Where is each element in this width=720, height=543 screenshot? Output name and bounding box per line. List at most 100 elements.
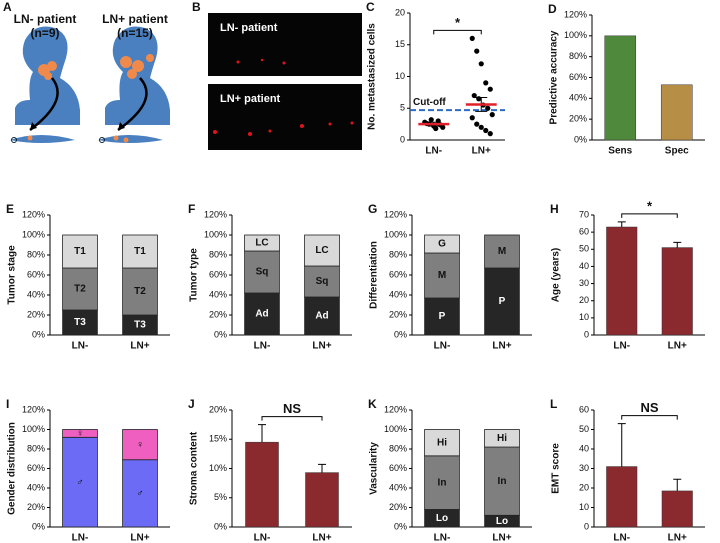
arrow [29,77,59,131]
y-tick-label: 80% [569,51,587,61]
panel-label: F [188,202,195,216]
segment-label: T3 [134,320,146,331]
y-tick-label: 0 [584,521,589,531]
segment-label: Sq [316,276,329,287]
y-tick-label: 60% [569,72,587,82]
y-tick-label: 40 [579,261,589,271]
data-point [474,121,480,127]
tumor [132,60,144,72]
segment-label: G [438,239,446,250]
y-tick-label: 10 [579,312,589,322]
segment-label: ♂ [136,488,144,499]
image-label: LN+ patient [220,93,281,105]
fish [98,135,163,143]
y-tick-label: 100% [204,229,227,239]
bar-segment [122,234,158,269]
x-tick-label: LN+ [312,341,331,352]
y-tick-label: 0% [574,134,587,144]
bar-segment [424,234,460,254]
y-tick-label: 60% [389,269,407,279]
y-tick-label: 120% [564,9,587,19]
bar-segment [424,297,460,336]
data-point [469,115,475,121]
y-tick-label: 0% [32,521,45,531]
y-tick-label: 40% [209,289,227,299]
annotation: * [455,15,461,30]
group-count: (n=9) [30,26,59,40]
y-tick-label: 60% [389,463,407,473]
segment-label: In [438,477,447,488]
panel-label: L [550,397,557,411]
panel-label: G [368,202,377,216]
bar [661,490,693,528]
y-tick-label: 40% [389,289,407,299]
image-label: LN- patient [220,22,278,34]
y-axis-label: Tumor stage [7,245,18,305]
y-axis-label: Predictive accuracy [549,30,560,124]
y-tick-label: 100% [22,424,45,434]
annotation: * [647,198,653,213]
group-label: LN+ patient [102,12,168,26]
fish-eye [99,137,105,143]
y-tick-label: 60% [27,269,45,279]
illustration [10,26,170,143]
segment-label: LC [255,238,268,249]
tumor [123,137,129,143]
y-tick-label: 0% [214,329,227,339]
error-bar [673,241,682,248]
y-tick-label: 20% [27,502,45,512]
segment-label: T1 [134,246,146,257]
panel-label: I [6,397,9,411]
segment-label: ♀ [76,428,84,439]
y-tick-label: 20 [395,7,405,17]
data-point [487,86,493,92]
tumor [47,61,57,71]
x-tick-label: LN+ [668,533,687,543]
bar-segment [304,234,340,267]
y-tick-label: 20% [389,309,407,319]
y-tick-label: 120% [384,404,407,414]
y-tick-label: 100% [564,30,587,40]
segment-label: Hi [437,437,447,448]
y-tick-label: 20% [209,309,227,319]
segment-label: T2 [134,286,146,297]
y-tick-label: 0 [584,329,589,339]
data-point [483,127,489,134]
significance-bracket [621,213,678,218]
y-axis-label: Gender distribution [7,422,18,515]
bar-segment [122,429,158,461]
segment-label: In [498,476,507,487]
y-tick-label: 5% [214,492,227,502]
cell-dots [213,58,354,136]
y-tick-label: 120% [204,209,227,219]
x-tick-label: LN- [254,533,271,543]
y-tick-label: 20% [569,114,587,124]
y-tick-label: 10 [579,502,589,512]
y-tick-label: 80% [209,249,227,259]
data-point [469,35,475,42]
y-tick-label: 100% [384,424,407,434]
data-point [487,131,493,137]
y-tick-label: 70 [579,209,589,219]
y-axis-label: EMT score [551,443,562,494]
y-tick-label: 80% [389,443,407,453]
y-tick-label: 40% [569,93,587,103]
y-axis-label: Tumor type [189,248,200,302]
y-axis-label: No. metastasized cells [367,23,378,130]
y-tick-label: 0% [32,329,45,339]
y-tick-label: 60 [579,227,589,237]
bar-segment [62,429,98,438]
error-bar [258,424,266,443]
group-count: (n=15) [117,26,153,40]
y-tick-label: 120% [22,404,45,414]
segment-label: LC [315,245,328,256]
bar-segment [304,296,340,336]
data-point [471,92,477,99]
y-tick-label: 60% [209,269,227,279]
segment-label: ♂ [76,477,84,488]
head-silhouette [105,26,170,125]
y-tick-label: 40% [27,289,45,299]
bar [305,472,339,528]
y-tick-label: 60 [579,404,589,414]
x-tick-label: LN+ [472,146,491,157]
